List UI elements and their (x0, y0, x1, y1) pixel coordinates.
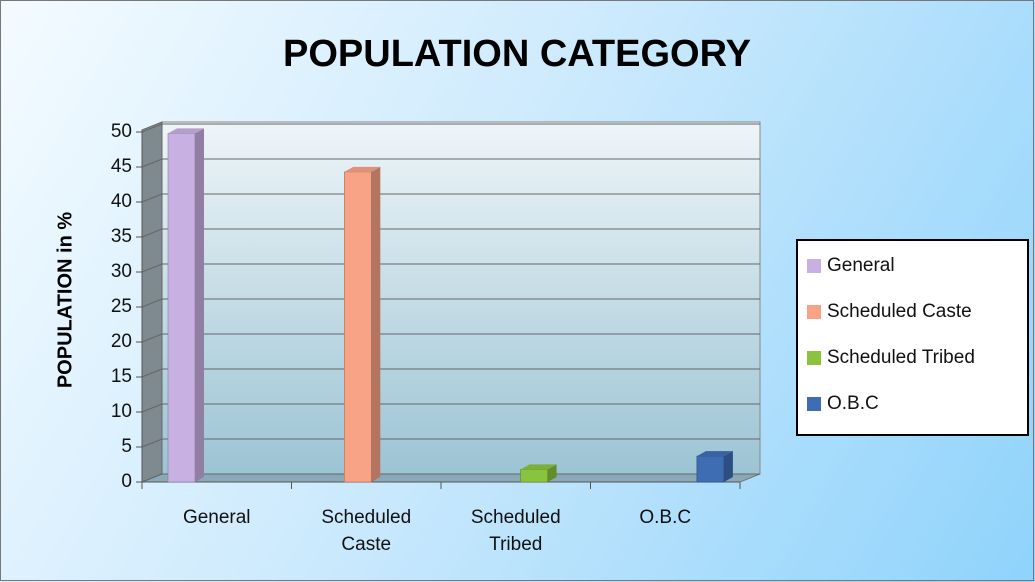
y-axis-title: POPULATION in % (54, 212, 76, 389)
grid-line (141, 228, 163, 238)
y-tick-label: 35 (111, 226, 132, 247)
legend-swatch (807, 351, 821, 365)
bar-front (167, 133, 196, 483)
bar (343, 166, 381, 483)
x-tick-label: Scheduled Caste (321, 507, 412, 555)
side-wall (141, 121, 163, 483)
grid-line (141, 333, 163, 343)
grid-line (141, 403, 163, 413)
y-tick-label: 40 (111, 191, 132, 212)
y-tick-label: 5 (121, 436, 132, 457)
bar-side (547, 464, 557, 482)
x-tick-label: Scheduled Tribed (470, 507, 561, 555)
y-tick-label: 20 (111, 331, 132, 352)
legend-label: O.B.C (827, 393, 879, 414)
legend-box (796, 239, 1029, 436)
y-tick-label: 15 (111, 366, 132, 387)
grid-line (141, 158, 163, 168)
bar-top (168, 128, 204, 134)
grid-line (141, 368, 163, 378)
legend-label: Scheduled Caste (827, 301, 972, 322)
legend-label: General (827, 255, 895, 276)
bar-front (520, 469, 548, 483)
y-tick-label: 0 (121, 471, 132, 492)
y-tick-label: 45 (111, 156, 132, 177)
back-wall (161, 121, 761, 475)
legend-swatch (807, 397, 821, 411)
y-tick-label: 50 (111, 121, 132, 142)
bar (520, 464, 557, 483)
y-tick-label: 25 (111, 296, 132, 317)
legend-swatch (807, 305, 821, 319)
bar-front (343, 171, 372, 483)
bar-front (696, 455, 725, 483)
grid-line (141, 438, 163, 448)
chart-title: POPULATION CATEGORY (283, 33, 751, 75)
bar-side (723, 451, 733, 482)
x-tick-label: General (182, 507, 251, 528)
bar-top (520, 464, 557, 470)
bar-top (696, 451, 733, 457)
floor (141, 473, 761, 483)
bar (696, 451, 733, 483)
bar-side (371, 166, 381, 482)
grid-line (141, 298, 163, 308)
bar-top (344, 166, 381, 172)
bar (167, 128, 204, 483)
grid-line (141, 193, 163, 203)
legend-label: Scheduled Tribed (827, 347, 975, 368)
grid-line (141, 123, 163, 133)
bar-side (195, 128, 204, 482)
legend-swatch (807, 259, 821, 273)
y-tick-label: 10 (111, 401, 132, 422)
x-tick-label: O.B.C (639, 507, 692, 528)
grid-line (141, 263, 163, 273)
grid-line (141, 473, 163, 483)
y-tick-label: 30 (111, 261, 132, 282)
